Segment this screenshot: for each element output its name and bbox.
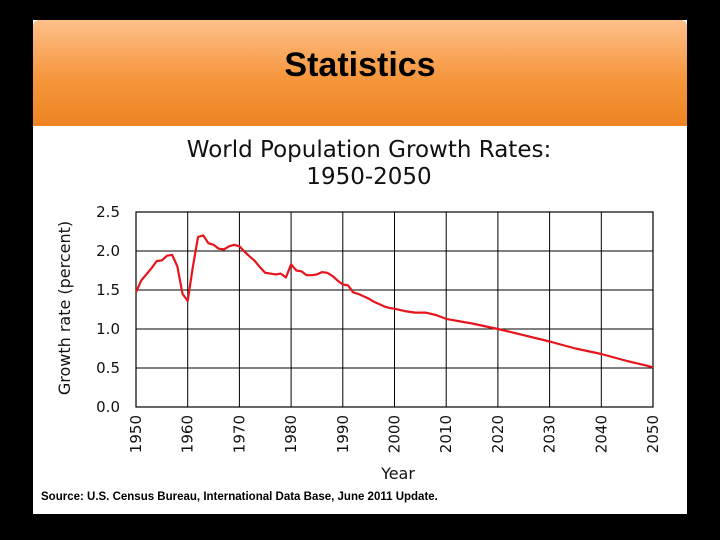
x-tick-label: 2020 bbox=[489, 415, 507, 453]
source-note: Source: U.S. Census Bureau, Internationa… bbox=[41, 491, 438, 503]
growth-rate-chart: World Population Growth Rates: 1950-2050… bbox=[41, 137, 662, 503]
slide-header: Statistics bbox=[33, 20, 687, 126]
chart-subtitle: 1950-2050 bbox=[306, 164, 431, 190]
plot-frame bbox=[135, 211, 654, 408]
x-tick-label: 1990 bbox=[334, 415, 352, 453]
y-tick-label: 1.0 bbox=[96, 320, 120, 338]
x-tick-label: 2000 bbox=[386, 415, 404, 453]
x-axis-title: Year bbox=[380, 464, 415, 483]
x-tick-label: 1960 bbox=[179, 415, 197, 453]
slide: Statistics World Population Growth Rates… bbox=[33, 20, 687, 514]
x-tick-label: 1950 bbox=[127, 415, 145, 453]
slide-title: Statistics bbox=[284, 46, 436, 84]
y-axis-title: Growth rate (percent) bbox=[55, 221, 74, 395]
x-tick-label: 2030 bbox=[541, 415, 559, 453]
y-tick-labels: 0.0 0.5 1.0 1.5 2.0 2.5 bbox=[96, 203, 120, 416]
x-tick-label: 2050 bbox=[644, 415, 662, 453]
y-tick-label: 1.5 bbox=[96, 281, 120, 299]
x-tick-labels: 1950 1960 1970 1980 1990 2000 2010 2020 2030 2040… bbox=[127, 415, 662, 453]
series-line-growth-rate bbox=[134, 234, 654, 369]
y-tick-label: 2.0 bbox=[96, 242, 120, 260]
y-tick-label: 0.5 bbox=[96, 359, 120, 377]
y-tick-label: 2.5 bbox=[96, 203, 120, 221]
chart-title: World Population Growth Rates: bbox=[187, 137, 551, 163]
x-tick-label: 1980 bbox=[282, 415, 300, 453]
y-tick-label: 0.0 bbox=[96, 398, 120, 416]
x-tick-label: 2010 bbox=[437, 415, 455, 453]
x-tick-label: 1970 bbox=[230, 415, 248, 453]
x-tick-label: 2040 bbox=[592, 415, 610, 453]
